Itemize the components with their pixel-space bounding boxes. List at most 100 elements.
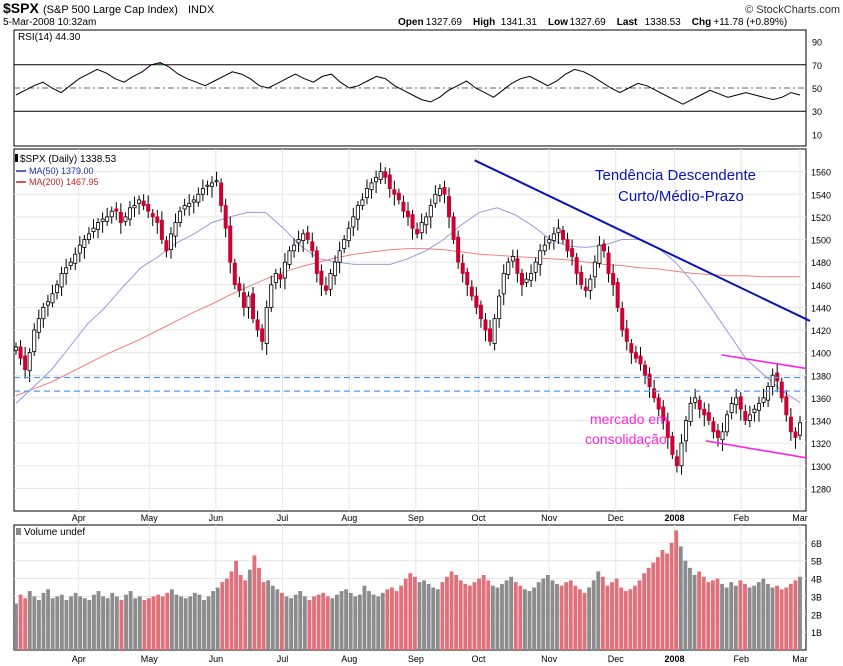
volume-bar <box>275 589 280 650</box>
price-candle <box>146 195 151 219</box>
volume-bar <box>78 596 83 650</box>
volume-bar <box>642 573 647 650</box>
month-axis-upper: Apr May Jun Jul Aug Sep Oct Nov Dec 2008 Feb Mar <box>72 513 808 523</box>
volume-bar <box>628 589 633 650</box>
volume-bar <box>69 596 73 650</box>
rsi-grid <box>14 64 806 112</box>
volume-bar <box>266 580 271 650</box>
price-candle <box>720 422 725 452</box>
volume-bar <box>445 576 449 650</box>
volume-bar <box>142 600 147 650</box>
volume-bar <box>623 591 628 650</box>
volume-bar <box>174 594 179 650</box>
volume-tick-6: 6B <box>811 539 822 549</box>
volume-bar <box>206 596 211 650</box>
price-candle <box>565 232 570 258</box>
price-candle <box>547 234 552 250</box>
volume-bar <box>325 596 330 650</box>
volume-bar <box>27 591 32 650</box>
volume-bar <box>660 550 665 650</box>
volume-bar <box>720 583 724 650</box>
price-candle <box>743 404 748 426</box>
volume-bar <box>64 600 69 650</box>
volume-bar <box>179 596 183 650</box>
volume-panel: 1B 2B 3B 4B 5B 6B Volume undef <box>13 524 822 651</box>
rsi-tick-30: 30 <box>812 107 822 117</box>
volume-bar <box>357 594 362 650</box>
price-candle <box>752 404 757 422</box>
price-candle <box>533 257 538 282</box>
volume-bar <box>665 553 669 650</box>
volume-bar <box>50 598 55 650</box>
volume-bar <box>36 600 41 650</box>
price-candle <box>342 234 347 254</box>
price-candle <box>45 294 50 317</box>
volume-bar <box>261 582 266 650</box>
volume-tick-3: 3B <box>811 592 822 602</box>
price-candle <box>693 388 698 410</box>
price-candle <box>159 211 164 245</box>
price-candle <box>538 244 543 276</box>
volume-bar <box>527 591 532 650</box>
price-legend: $SPX (Daily) 1338.53 <box>20 154 117 165</box>
volume-bar <box>568 580 573 650</box>
volume-bar <box>495 587 500 650</box>
price-candle <box>310 232 315 258</box>
volume-bar <box>747 587 752 650</box>
price-tick-1420: 1420 <box>811 326 831 336</box>
volume-bar <box>188 596 193 650</box>
quote-label-last: Last <box>617 17 638 28</box>
price-candle <box>18 340 23 366</box>
volume-bar <box>390 587 394 650</box>
price-candle <box>661 400 666 430</box>
volume-bar <box>403 578 408 650</box>
price-candle <box>401 195 406 219</box>
price-candle <box>292 238 297 258</box>
price-candle <box>784 389 789 422</box>
price-candle <box>137 195 142 215</box>
price-candle <box>333 255 338 285</box>
price-candle <box>706 403 711 426</box>
price-tick-1440: 1440 <box>811 303 831 313</box>
volume-bar <box>330 598 335 650</box>
price-candle <box>355 201 360 231</box>
volume-bar <box>339 591 344 650</box>
price-candle <box>597 236 602 268</box>
price-candle <box>132 196 137 217</box>
volume-bar <box>380 592 385 650</box>
price-candle <box>150 208 155 226</box>
price-candle <box>556 219 561 245</box>
ma200-legend: MA(200) 1467.95 <box>29 177 99 187</box>
month-label-feb: Feb <box>733 513 749 523</box>
month-label-nov: Nov <box>541 654 558 664</box>
volume-bar <box>101 596 106 650</box>
volume-bar <box>564 582 569 650</box>
volume-bar <box>137 596 142 650</box>
volume-bar <box>761 578 766 650</box>
month-label-sep: Sep <box>408 513 424 523</box>
volume-bar <box>220 582 225 650</box>
month-label-apr: Apr <box>72 654 86 664</box>
price-candle <box>282 253 287 290</box>
volume-bar <box>545 575 550 650</box>
volume-bar <box>23 598 28 650</box>
price-candle <box>419 213 424 240</box>
volume-bar <box>211 591 216 650</box>
volume-bar <box>335 594 339 650</box>
price-candle <box>670 431 675 459</box>
price-tick-1300: 1300 <box>811 462 831 472</box>
volume-bar <box>284 596 289 650</box>
quote-row: Open 1327.69 High 1341.31 Low 1327.69 Last 1338… <box>398 17 787 28</box>
volume-bar <box>183 598 188 650</box>
price-candle <box>364 179 369 205</box>
volume-bar <box>706 582 711 650</box>
price-candle <box>55 280 60 300</box>
price-tick-1340: 1340 <box>811 417 831 427</box>
volume-bar <box>353 596 358 650</box>
volume-bar <box>637 580 642 650</box>
price-candle <box>109 206 114 224</box>
price-candle <box>697 395 702 419</box>
price-candle <box>187 194 192 216</box>
volume-tick-4: 4B <box>811 575 822 585</box>
volume-bar <box>197 594 202 650</box>
